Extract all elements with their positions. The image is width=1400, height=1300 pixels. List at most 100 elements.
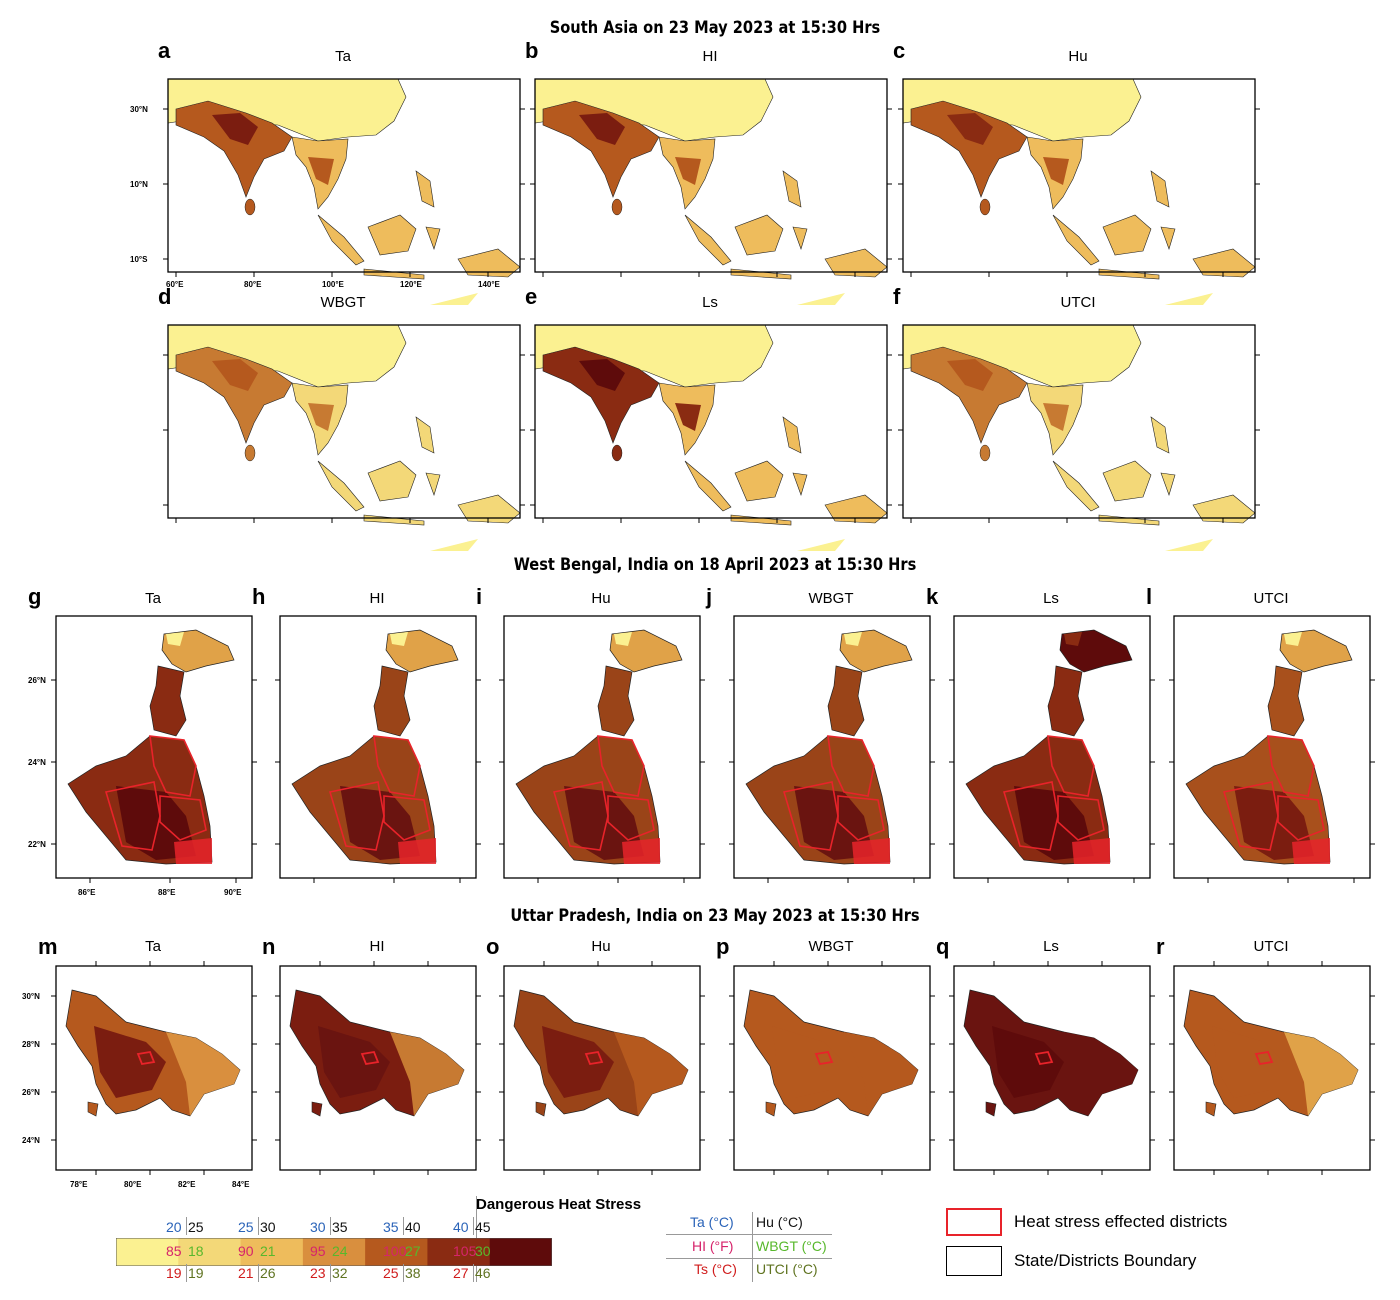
west-bengal-map: [949, 615, 1155, 883]
heat-stress-district: [360, 1050, 380, 1066]
lon-tick-label: 88°E: [158, 888, 176, 897]
key-hi: HI (°F): [692, 1238, 734, 1254]
land-philippines: [782, 416, 802, 454]
map-panel-b: b HI: [505, 38, 895, 305]
west-bengal-map: [1169, 615, 1375, 883]
legend-sep: [330, 1264, 331, 1282]
map-panel-o: o Hu: [476, 934, 705, 1206]
panel-letter: h: [252, 584, 266, 609]
panel-index-name: UTCI: [1253, 590, 1289, 607]
panel-index-name: HI: [369, 938, 385, 955]
hotspot-india: [212, 113, 258, 145]
panel-letter: k: [926, 584, 939, 609]
land-india: [542, 346, 660, 444]
boundary-label: State/Districts Boundary: [1014, 1251, 1197, 1270]
panel-index-name: Ls: [1043, 938, 1059, 955]
region-up-east: [844, 1032, 918, 1116]
land-australia: [1165, 539, 1213, 551]
legend-utci-value: 19: [188, 1265, 204, 1281]
land-sumatra: [317, 214, 365, 266]
panel-letter: n: [262, 934, 276, 959]
hotspot-south: [1234, 786, 1314, 860]
panel-index-name: WBGT: [808, 938, 854, 955]
map-panel-m: m Ta 30°N 28°N 26°N 24°N 78°E 80°E 82°E 84°E: [22, 934, 257, 1206]
region-up-south-tip: [87, 1101, 99, 1117]
region-up-east: [1064, 1032, 1138, 1116]
dangerous-heat-stress-label: Dangerous Heat Stress: [476, 1196, 642, 1213]
heat-stress-district: [149, 735, 197, 797]
heat-stress-district: [1277, 795, 1325, 841]
land-sumatra: [1052, 460, 1100, 512]
panel-letter: b: [525, 38, 539, 63]
panel-index-name: UTCI: [1253, 938, 1289, 955]
map-frame: [55, 615, 253, 879]
lon-tick-label: 86°E: [78, 888, 96, 897]
land-india: [910, 346, 1028, 444]
land-sulawesi: [1160, 472, 1176, 496]
lat-tick-label: 30°N: [130, 105, 148, 114]
region-darjeeling: [1064, 632, 1082, 646]
panel-index-name: HI: [702, 48, 718, 65]
uttar-pradesh-map: [51, 961, 257, 1175]
map-frame: [534, 78, 888, 273]
hotspot-india: [947, 113, 993, 145]
panel-letter: j: [706, 584, 713, 609]
map-panel-q: q Ls: [926, 934, 1155, 1206]
hotspot-india: [579, 359, 625, 391]
lon-tick-label: 84°E: [232, 1180, 250, 1189]
panel-letter: m: [38, 934, 58, 959]
panel-letter: c: [893, 38, 906, 63]
legend-utci-value: 38: [405, 1265, 421, 1281]
region-up-east: [614, 1032, 688, 1116]
map-frame: [733, 615, 931, 879]
map-panel-e: e Ls: [505, 284, 895, 551]
map-frame: [503, 615, 701, 879]
legend-utci-value: 26: [260, 1265, 276, 1281]
land-philippines: [1150, 416, 1170, 454]
legend-ts-value: 25: [383, 1265, 399, 1281]
south-asia-map: [530, 78, 892, 305]
colorbar-segment: [427, 1238, 491, 1266]
land-srilanka: [611, 198, 623, 216]
west-bengal-map: [499, 615, 705, 883]
key-rule-2: [666, 1258, 832, 1259]
west-bengal-map: [275, 615, 481, 883]
key-rule-v: [752, 1212, 753, 1282]
panel-index-name: HI: [369, 590, 385, 607]
map-panel-f: f UTCI: [873, 284, 1263, 551]
map-frame: [902, 78, 1256, 273]
section-title-west-bengal: West Bengal, India on 18 April 2023 at 1…: [513, 555, 917, 575]
key-wbgt: WBGT (°C): [756, 1238, 827, 1254]
region-up-hotspot: [542, 1026, 614, 1098]
panel-letter: g: [28, 584, 42, 609]
hotspot-india: [947, 359, 993, 391]
region-up-south-tip: [765, 1101, 777, 1117]
key-hu: Hu (°C): [756, 1214, 803, 1230]
map-panel-n: n HI: [252, 934, 481, 1206]
hotspot-india: [212, 359, 258, 391]
hotspot-south: [340, 786, 420, 860]
panel-letter: p: [716, 934, 730, 959]
land-australia: [797, 539, 845, 551]
land-sulawesi: [792, 472, 808, 496]
legend-sep: [186, 1264, 187, 1282]
land-srilanka: [244, 444, 256, 462]
region-up-east: [166, 1032, 240, 1116]
heat-stress-colorbar: [116, 1238, 552, 1266]
map-panel-r: r UTCI: [1146, 934, 1375, 1206]
legend-ts-value: 19: [166, 1265, 182, 1281]
legend-wbgt-value: 27: [405, 1243, 421, 1259]
heat-stress-district: [1267, 735, 1315, 797]
map-panel-k: k Ls: [926, 584, 1155, 884]
heat-stress-district: [383, 795, 431, 841]
legend-wbgt-value: 24: [332, 1243, 348, 1259]
heat-stress-sundarbans: [398, 838, 436, 864]
hotspot-south: [1014, 786, 1094, 860]
land-srilanka: [244, 198, 256, 216]
region-neck: [373, 665, 411, 737]
legend-hi-value: 95: [310, 1243, 326, 1259]
south-asia-map: [163, 78, 525, 305]
panel-index-name: Hu: [591, 938, 611, 955]
map-panel-l: l UTCI: [1146, 584, 1375, 884]
heat-stress-district: [104, 781, 161, 851]
